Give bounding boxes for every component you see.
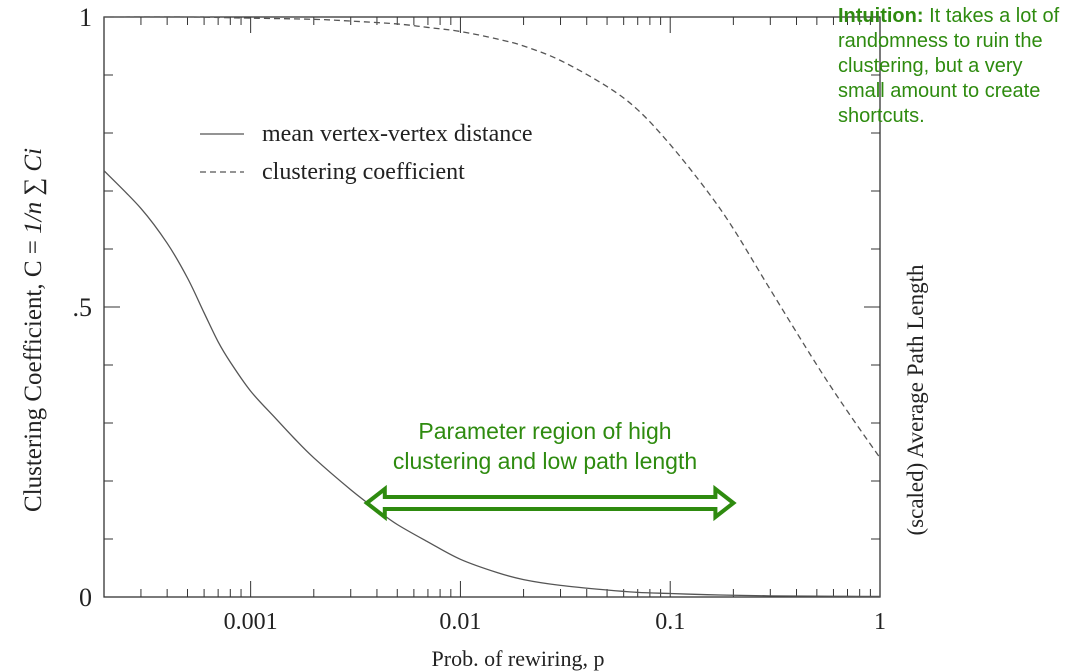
y-tick-label: 1 bbox=[79, 3, 92, 32]
svg-text:(scaled) Average Path Length: (scaled) Average Path Length bbox=[903, 264, 928, 535]
legend: mean vertex-vertex distance clustering co… bbox=[200, 121, 533, 185]
legend-label-0: mean vertex-vertex distance bbox=[262, 121, 533, 147]
legend-label-1: clustering coefficient bbox=[262, 159, 465, 185]
double-arrow bbox=[363, 484, 737, 522]
x-tick-label: 0.001 bbox=[224, 609, 278, 635]
parameter-region-line1: Parameter region of high bbox=[418, 418, 672, 444]
x-axis-label: Prob. of rewiring, p bbox=[432, 646, 605, 671]
svg-text:Clustering Coefficient, C =: Clustering Coefficient, C = 1/n ∑ Ci bbox=[20, 148, 47, 512]
intuition-title: Intuition: bbox=[838, 5, 924, 27]
axes: 0.001 0.01 0.1 1 0 .5 1 bbox=[73, 3, 887, 635]
y-tick-label: 0 bbox=[79, 583, 92, 612]
series-line-0 bbox=[103, 170, 881, 598]
y-axis-label-left-text: Clustering Coefficient, C = bbox=[20, 240, 47, 512]
series-line-1 bbox=[103, 16, 881, 459]
series-layer bbox=[103, 16, 881, 598]
y-axis-label-right: (scaled) Average Path Length bbox=[903, 264, 928, 535]
x-tick-label: 0.01 bbox=[439, 609, 481, 635]
intuition-text: It takes a lot of randomness to ruin the… bbox=[838, 5, 1060, 127]
x-tick-label: 0.1 bbox=[655, 609, 685, 635]
x-tick-label: 1 bbox=[874, 609, 886, 635]
y-tick-label: .5 bbox=[73, 293, 93, 322]
y-axis-label-left: Clustering Coefficient, C = 1/n ∑ Ci bbox=[20, 148, 47, 512]
parameter-region-line2: clustering and low path length bbox=[392, 448, 698, 474]
parameter-region-label: Parameter region of high clustering and … bbox=[330, 416, 760, 476]
region-arrow bbox=[363, 484, 737, 522]
intuition-annotation: Intuition: It takes a lot of randomness … bbox=[838, 4, 1070, 129]
y-axis-label-left-formula: 1/n ∑ Ci bbox=[20, 148, 47, 234]
